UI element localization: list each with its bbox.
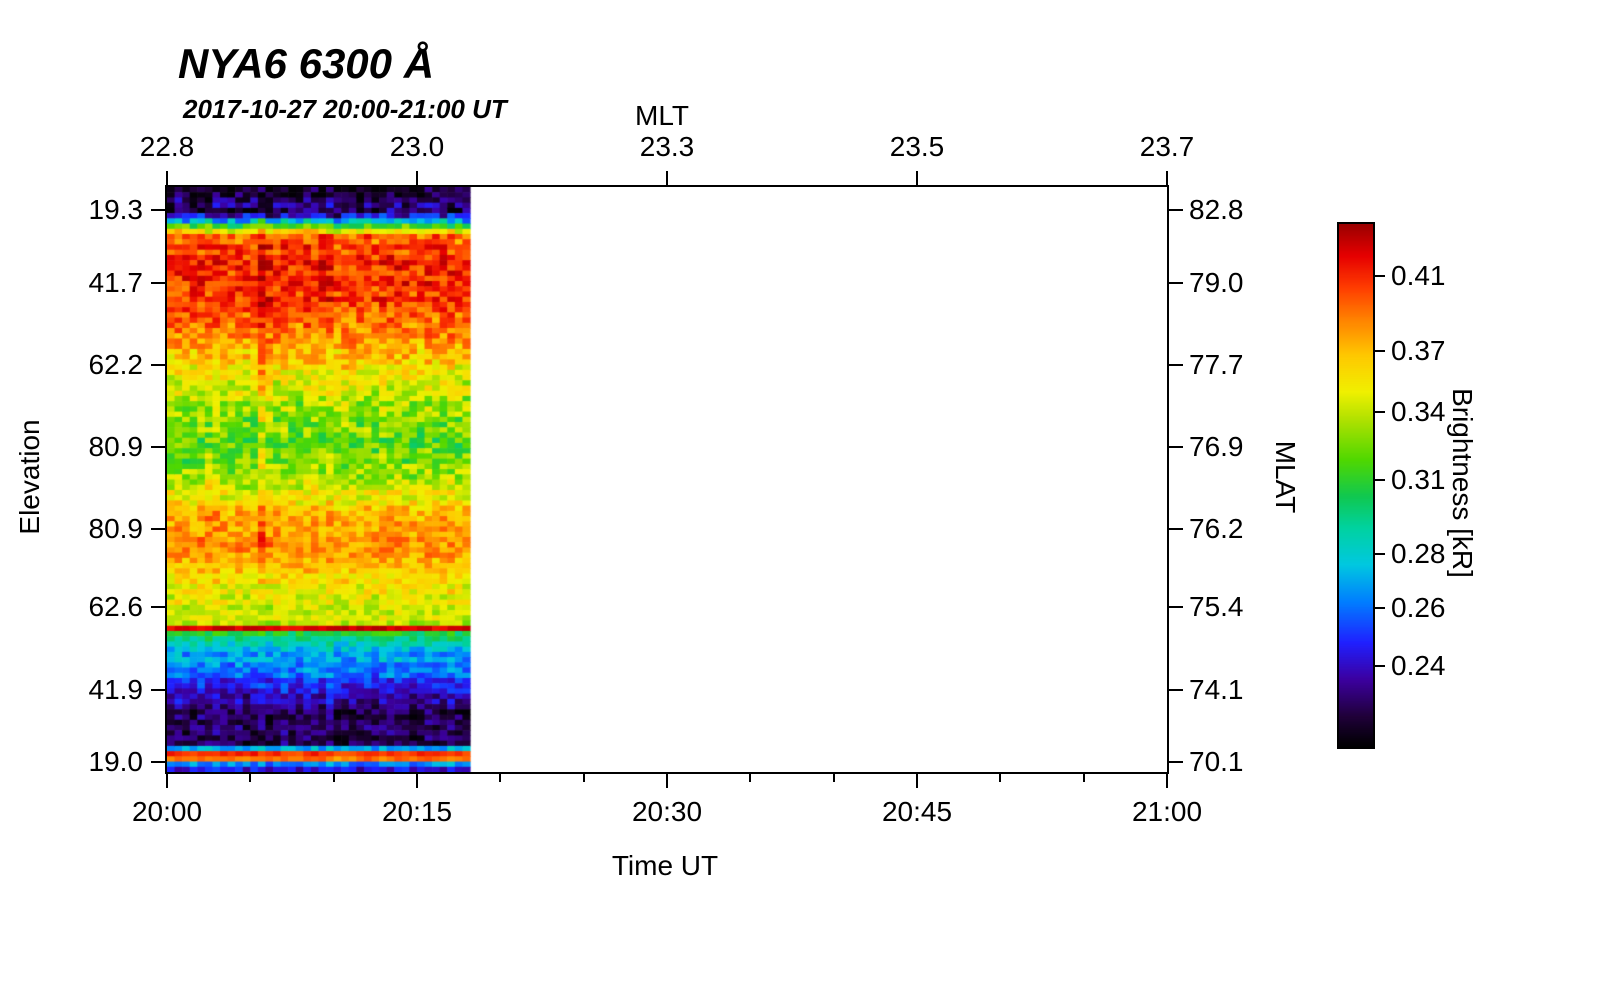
x-tick-mark xyxy=(916,774,918,788)
top-tick-mark xyxy=(666,171,668,185)
left-tick-mark xyxy=(151,281,165,284)
colorbar-tick-mark xyxy=(1375,411,1385,414)
right-tick-label: 76.9 xyxy=(1189,430,1244,462)
right-tick-mark xyxy=(1169,528,1183,531)
colorbar-tick-label: 0.28 xyxy=(1391,538,1446,569)
left-tick-mark xyxy=(151,528,165,531)
plot-area xyxy=(165,185,1169,774)
right-tick-label: 76.2 xyxy=(1189,513,1244,545)
x-tick-label: 20:15 xyxy=(381,796,453,827)
x-minor-tick-mark xyxy=(749,774,752,782)
right-tick-label: 75.4 xyxy=(1189,591,1244,623)
left-tick-label: 80.9 xyxy=(88,430,144,462)
colorbar-tick-mark xyxy=(1375,274,1385,277)
left-tick-mark xyxy=(151,761,165,764)
x-tick-label: 20:00 xyxy=(131,796,203,827)
left-tick-label: 19.3 xyxy=(88,193,144,225)
right-tick-label: 79.0 xyxy=(1189,266,1244,298)
x-minor-tick-mark xyxy=(499,774,502,782)
right-tick-mark xyxy=(1169,689,1183,692)
top-tick-mark xyxy=(166,171,168,185)
top-tick-mark xyxy=(1166,171,1168,185)
colorbar-tick-label: 0.41 xyxy=(1391,259,1446,291)
left-tick-label: 62.6 xyxy=(88,591,144,623)
left-tick-label: 41.7 xyxy=(88,266,144,298)
x-minor-tick-mark xyxy=(249,774,252,782)
left-tick-mark xyxy=(151,363,165,366)
left-tick-label: 80.9 xyxy=(88,513,144,545)
x-tick-mark xyxy=(416,774,418,788)
plot-title: NYA6 6300 Å xyxy=(178,40,435,87)
right-tick-label: 82.8 xyxy=(1189,193,1244,225)
top-tick-label: 22.8 xyxy=(139,131,195,162)
colorbar-tick-label: 0.37 xyxy=(1391,334,1446,366)
colorbar-tick-label: 0.24 xyxy=(1391,650,1446,682)
x-axis-label: Time UT xyxy=(611,850,719,881)
top-tick-mark xyxy=(916,171,918,185)
top-tick-label: 23.7 xyxy=(1139,131,1195,162)
right-tick-label: 77.7 xyxy=(1189,348,1244,380)
left-tick-mark xyxy=(151,606,165,609)
right-tick-mark xyxy=(1169,208,1183,211)
left-tick-mark xyxy=(151,445,165,448)
x-tick-mark xyxy=(666,774,668,788)
x-minor-tick-mark xyxy=(1082,774,1085,782)
x-minor-tick-mark xyxy=(582,774,585,782)
x-tick-label: 20:30 xyxy=(631,796,703,827)
colorbar-tick-mark xyxy=(1375,553,1385,555)
top-tick-label: 23.0 xyxy=(389,131,445,162)
colorbar-tick-mark xyxy=(1375,478,1385,481)
x-minor-tick-mark xyxy=(332,774,335,782)
colorbar xyxy=(1337,222,1375,749)
left-tick-label: 19.0 xyxy=(88,746,144,778)
plot-subtitle: 2017-10-27 20:00-21:00 UT xyxy=(183,94,507,124)
right-tick-mark xyxy=(1169,363,1183,366)
right-tick-label: 74.1 xyxy=(1189,674,1244,706)
right-tick-mark xyxy=(1169,761,1183,764)
colorbar-tick-mark xyxy=(1375,665,1385,668)
right-tick-label: 70.1 xyxy=(1189,746,1244,778)
right-tick-mark xyxy=(1169,606,1183,609)
colorbar-canvas xyxy=(1339,224,1373,747)
top-axis-label: MLT xyxy=(635,100,689,131)
top-tick-label: 23.5 xyxy=(889,131,945,162)
left-tick-label: 41.9 xyxy=(88,674,144,706)
x-minor-tick-mark xyxy=(832,774,835,782)
x-tick-label: 20:45 xyxy=(881,796,953,827)
colorbar-tick-mark xyxy=(1375,349,1385,352)
left-tick-label: 62.2 xyxy=(88,348,144,380)
top-tick-mark xyxy=(416,171,418,185)
right-tick-mark xyxy=(1169,281,1183,284)
colorbar-tick-mark xyxy=(1375,607,1385,610)
left-tick-mark xyxy=(151,208,165,211)
colorbar-tick-label: 0.31 xyxy=(1391,463,1446,495)
x-tick-label: 21:00 xyxy=(1131,796,1203,827)
x-tick-mark xyxy=(166,774,168,788)
heatmap-canvas xyxy=(167,187,1167,772)
right-tick-mark xyxy=(1169,445,1183,448)
top-tick-label: 23.3 xyxy=(639,131,695,162)
colorbar-tick-label: 0.26 xyxy=(1391,592,1446,624)
x-minor-tick-mark xyxy=(999,774,1002,782)
colorbar-tick-label: 0.34 xyxy=(1391,396,1446,428)
x-tick-mark xyxy=(1166,774,1168,788)
left-tick-mark xyxy=(151,689,165,692)
